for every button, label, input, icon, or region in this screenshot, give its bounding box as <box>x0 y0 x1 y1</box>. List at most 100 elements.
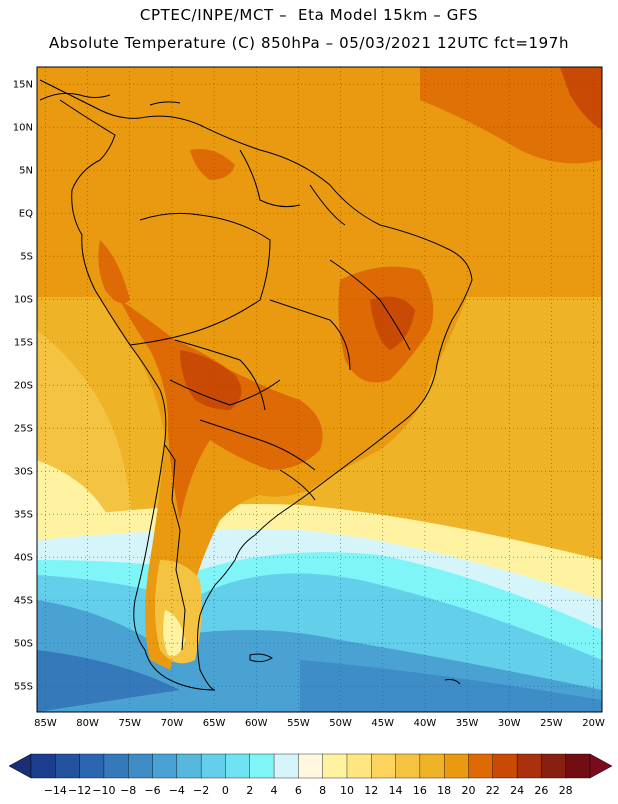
lat-tick-label: 40S <box>14 553 33 564</box>
lat-tick-label: 15S <box>14 338 33 349</box>
lat-tick-label: 25S <box>14 424 33 435</box>
field-hot-corner <box>560 67 602 130</box>
colorbar-tick-label: 4 <box>271 784 278 797</box>
colorbar-swatch <box>468 753 494 779</box>
lon-tick-label: 50W <box>329 718 352 729</box>
colorbar-swatch <box>128 753 154 779</box>
lon-tick-label: 55W <box>287 718 310 729</box>
lon-tick-label: 30W <box>498 718 521 729</box>
colorbar-high-arrow <box>589 753 613 779</box>
colorbar-tick-label: 8 <box>319 784 326 797</box>
lon-tick-label: 80W <box>76 718 99 729</box>
lon-tick-label: 60W <box>245 718 268 729</box>
lat-tick-label: 10S <box>14 295 33 306</box>
colorbar-tick-label: 2 <box>246 784 253 797</box>
lat-tick-label: 50S <box>14 639 33 650</box>
map-subtitle: Absolute Temperature (C) 850hPa – 05/03/… <box>48 34 570 52</box>
lon-tick-label: 40W <box>414 718 437 729</box>
border-guianas <box>309 184 346 226</box>
lat-tick-label: 55S <box>14 682 33 693</box>
latitude-axis: 15N 10N 5N EQ 5S 10S 15S 20S 25S 30S 35S 40S 45S 50S 5… <box>13 80 33 693</box>
map-title: CPTEC/INPE/MCT – Eta Model 15km – GFS <box>139 6 479 24</box>
colorbar-tick-label: 28 <box>559 784 573 797</box>
border-bolivia <box>169 379 281 406</box>
lat-tick-label: 20S <box>14 381 33 392</box>
lat-tick-label: 5N <box>19 166 33 177</box>
lon-tick-label: 85W <box>34 718 57 729</box>
border-bolivia-brazil <box>174 339 266 411</box>
colorbar-tick-label: −6 <box>144 784 160 797</box>
lat-tick-label: 15N <box>13 80 33 91</box>
colorbar-tick-label: 22 <box>486 784 500 797</box>
colorbar-swatch <box>298 753 324 779</box>
falkland-islands <box>249 653 273 663</box>
colorbar-swatch <box>395 753 421 779</box>
colorbar-swatch <box>516 753 542 779</box>
field-hot-andes-north <box>98 240 130 304</box>
lon-tick-label: 35W <box>456 718 479 729</box>
field-hot-venezuela <box>190 149 235 180</box>
border-brazil-states-b <box>269 299 351 371</box>
colorbar-tick-label: −12 <box>68 784 91 797</box>
colorbar-swatch <box>103 753 129 779</box>
colorbar-swatch <box>371 753 397 779</box>
colorbar-swatch <box>55 753 81 779</box>
colorbar-swatch <box>225 753 251 779</box>
border-peru-brazil <box>129 212 271 346</box>
colorbar-swatch <box>152 753 178 779</box>
lat-tick-label: 5S <box>20 252 33 263</box>
lon-tick-label: 25W <box>540 718 563 729</box>
field-nw-atlantic-warm <box>420 67 602 164</box>
longitude-axis: 85W 80W 75W 70W 65W 60W 55W 50W 45W 40W 35W 30W 25W 2… <box>34 718 605 729</box>
coastline <box>39 79 473 691</box>
field-hot-chaco <box>180 350 242 410</box>
border-chile-argentina <box>164 444 186 651</box>
colorbar: −14 −12 −10 −8 −6 −4 −2 0 2 4 6 8 10 12 14 16 18 20 22 24 26… <box>8 753 613 797</box>
colorbar-tick-label: −4 <box>169 784 185 797</box>
lat-tick-label: 10N <box>13 123 33 134</box>
lat-tick-label: 35S <box>14 510 33 521</box>
lon-tick-label: 75W <box>118 718 141 729</box>
colorbar-tick-label: −8 <box>120 784 136 797</box>
border-uruguay <box>279 469 316 501</box>
colorbar-swatch <box>273 753 299 779</box>
country-borders <box>39 79 473 691</box>
colorbar-tick-label: 24 <box>510 784 524 797</box>
colorbar-tick-label: 6 <box>295 784 302 797</box>
colorbar-swatch <box>443 753 469 779</box>
caribbean-islands <box>149 101 181 106</box>
colorbar-swatch <box>541 753 567 779</box>
colorbar-swatch <box>200 753 226 779</box>
colorbar-tick-label: 18 <box>437 784 451 797</box>
lat-tick-label: 45S <box>14 596 33 607</box>
field-south-deep-east <box>300 660 602 712</box>
colorbar-tick-label: 0 <box>222 784 229 797</box>
colorbar-tick-label: 16 <box>413 784 427 797</box>
colorbar-low-arrow <box>8 753 32 779</box>
colorbar-tick-label: 26 <box>534 784 548 797</box>
plot-frame <box>36 66 603 713</box>
temperature-field <box>37 67 602 712</box>
field-hot-core <box>120 300 323 520</box>
colorbar-tick-label: −14 <box>44 784 67 797</box>
colorbar-tick-label: −10 <box>92 784 115 797</box>
colorbar-tick-label: 14 <box>389 784 403 797</box>
border-paraguay <box>199 419 316 471</box>
border-brazil-states-a <box>329 259 411 351</box>
colorbar-swatch <box>346 753 372 779</box>
lon-tick-label: 20W <box>582 718 605 729</box>
colorbar-swatch <box>30 753 56 779</box>
colorbar-tick-label: −2 <box>193 784 209 797</box>
south-georgia <box>444 679 461 685</box>
colorbar-tick-label: 10 <box>340 784 354 797</box>
colorbar-swatch <box>492 753 518 779</box>
colorbar-swatch <box>419 753 445 779</box>
colorbar-tick-label: 12 <box>364 784 378 797</box>
colorbar-swatch <box>249 753 275 779</box>
field-patagonia-south <box>163 610 185 656</box>
border-venezuela <box>239 149 301 208</box>
colorbar-swatch <box>565 753 591 779</box>
lat-tick-label: 30S <box>14 467 33 478</box>
